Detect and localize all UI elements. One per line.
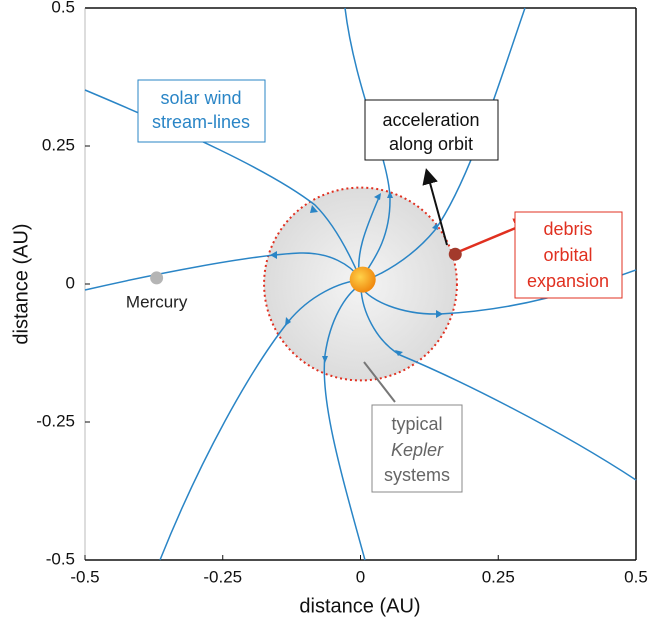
annotation: acceleration	[382, 110, 479, 130]
x-tick-label: -0.5	[70, 567, 99, 586]
point	[150, 271, 164, 285]
annotation: solar wind	[160, 88, 241, 108]
annotation: orbital	[543, 245, 592, 265]
annotation: Kepler	[391, 440, 444, 460]
annotation: along orbit	[389, 134, 473, 154]
point	[349, 266, 376, 293]
y-tick-label: 0.5	[51, 0, 75, 16]
x-axis-label: distance (AU)	[299, 595, 420, 617]
annotation-lines	[137, 79, 623, 493]
x-tick-label: 0.5	[624, 567, 648, 586]
point-label: Mercury	[126, 292, 188, 311]
x-tick-label: 0	[356, 567, 365, 586]
annotation: debris	[543, 219, 592, 239]
y-tick-label: 0	[66, 273, 75, 292]
annotation: typical	[391, 414, 442, 434]
x-tick-label: -0.25	[203, 567, 242, 586]
annotation: systems	[384, 465, 450, 485]
y-tick-label: -0.25	[36, 411, 75, 430]
y-axis-label: distance (AU)	[10, 223, 32, 344]
plot-frame	[84, 7, 637, 561]
y-tick-label: 0.25	[42, 135, 75, 154]
y-tick-label: -0.5	[46, 549, 75, 568]
point	[448, 247, 462, 261]
x-tick-label: 0.25	[482, 567, 515, 586]
annotation: stream-lines	[152, 112, 250, 132]
annotation: expansion	[527, 271, 609, 291]
